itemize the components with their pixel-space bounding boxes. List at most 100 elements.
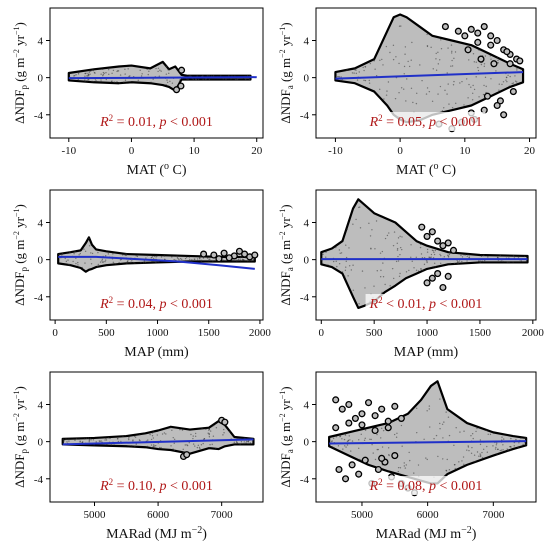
x-tick-label: 1500 xyxy=(198,327,221,339)
data-point xyxy=(378,454,386,462)
point-cloud xyxy=(61,420,255,455)
data-point xyxy=(384,417,392,425)
data-point xyxy=(439,283,447,292)
y-axis-label: ΔNDFa (g m−2 yr−1) xyxy=(278,204,295,305)
x-tick-label: 7000 xyxy=(211,509,234,521)
plot-area xyxy=(61,416,255,461)
data-point xyxy=(423,279,431,287)
x-tick-label: 0 xyxy=(397,145,403,157)
data-point xyxy=(391,452,399,460)
data-point xyxy=(178,66,186,74)
data-point xyxy=(371,426,379,435)
data-point xyxy=(335,465,343,474)
plot-area xyxy=(320,198,529,310)
x-tick-label: 6000 xyxy=(147,509,170,521)
fit-line xyxy=(68,76,257,80)
outlier-points xyxy=(332,396,419,497)
data-point xyxy=(221,418,229,426)
x-tick-label: 2000 xyxy=(249,327,272,339)
y-tick-label: 0 xyxy=(304,437,310,449)
data-point xyxy=(384,424,392,432)
y-tick-label: 4 xyxy=(38,36,44,48)
data-point xyxy=(397,414,405,422)
data-point xyxy=(516,57,524,65)
x-tick-label: 10 xyxy=(189,145,201,157)
panel-c: 0 500 1000 1500 2000 -4 0 4 MAP (mm) ΔNDFp (g m−2… xyxy=(12,189,272,360)
plot-frame xyxy=(315,189,537,321)
y-tick-label: 0 xyxy=(304,73,310,85)
x-tick-label: 1000 xyxy=(416,327,439,339)
x-axis-label: MAT (o C) xyxy=(127,161,187,178)
data-point xyxy=(200,250,208,258)
x-tick-label: -10 xyxy=(328,145,343,157)
y-tick-label: 4 xyxy=(304,218,310,230)
panel-b: -10 0 10 20 -4 0 4 MAT (o C) ΔNDFa (g m−2 yr−1) R… xyxy=(278,7,537,178)
data-point xyxy=(464,46,472,54)
y-tick-label: -4 xyxy=(300,292,310,304)
x-tick-label: 500 xyxy=(98,327,115,339)
data-point xyxy=(235,247,243,255)
y-tick-label: 4 xyxy=(38,400,44,412)
data-point xyxy=(351,414,359,422)
x-tick-label: 2000 xyxy=(522,327,545,339)
data-point xyxy=(342,475,350,483)
data-point xyxy=(474,38,482,46)
outlier-points xyxy=(418,223,458,292)
stats-annotation: R2 < 0.01, p < 0.001 xyxy=(369,295,483,312)
y-tick-label: 4 xyxy=(304,36,310,48)
panel-f: 5000 6000 7000 -4 0 4 MARad (MJ m−2) ΔNDFa (g m… xyxy=(278,371,537,542)
data-point xyxy=(241,250,249,258)
data-point xyxy=(441,23,449,31)
data-point xyxy=(332,396,340,404)
x-tick-label: 7000 xyxy=(482,509,505,521)
data-point xyxy=(461,32,469,40)
y-axis-label: ΔNDFp (g m−2 yr−1) xyxy=(12,204,29,306)
data-point xyxy=(374,465,382,474)
y-tick-label: -4 xyxy=(34,474,44,486)
data-point xyxy=(509,88,517,96)
y-tick-label: -4 xyxy=(34,110,44,122)
stats-annotation: R2 = 0.04, p < 0.001 xyxy=(99,295,213,312)
x-tick-label: 0 xyxy=(319,327,325,339)
data-point xyxy=(378,405,386,413)
data-point xyxy=(487,32,495,40)
outlier-points xyxy=(172,66,186,94)
x-axis-label: MAP (mm) xyxy=(124,345,189,360)
data-point xyxy=(177,82,185,90)
fit-line xyxy=(335,71,524,80)
data-point xyxy=(423,232,431,240)
data-point xyxy=(444,272,452,280)
fit-line xyxy=(58,255,255,270)
data-point xyxy=(467,25,475,33)
x-axis-label: MARad (MJ m−2) xyxy=(106,525,207,542)
data-point xyxy=(477,55,485,63)
y-axis-label: ΔNDFp (g m−2 yr−1) xyxy=(12,22,29,124)
data-point xyxy=(210,251,218,259)
data-point xyxy=(345,419,353,427)
outlier-points xyxy=(200,247,259,263)
y-tick-label: 0 xyxy=(38,437,44,449)
panel-a: -10 0 10 20 -4 0 4 MAT (o C) ΔNDFp (g m−2 yr−1) R… xyxy=(12,7,264,178)
annotation-bg xyxy=(365,294,486,313)
x-tick-label: 20 xyxy=(251,145,263,157)
data-point xyxy=(449,246,458,254)
plot-frame xyxy=(49,7,264,139)
y-tick-label: -4 xyxy=(34,292,44,304)
y-tick-label: 4 xyxy=(38,218,44,230)
y-tick-label: 4 xyxy=(304,400,310,412)
data-point xyxy=(428,228,436,236)
plot-frame xyxy=(315,7,537,139)
data-point xyxy=(358,410,366,418)
data-point xyxy=(503,48,511,56)
x-tick-label: 0 xyxy=(52,327,58,339)
fit-line xyxy=(329,440,527,445)
plot-frame xyxy=(49,371,264,503)
data-point xyxy=(500,111,508,119)
data-point xyxy=(364,399,373,407)
x-axis-label: MAP (mm) xyxy=(394,345,459,360)
data-point xyxy=(215,255,223,263)
point-cloud xyxy=(334,13,525,124)
data-point xyxy=(480,23,488,31)
stats-annotation: R2 = 0.08, p < 0.001 xyxy=(369,477,483,494)
point-cloud xyxy=(320,198,529,310)
